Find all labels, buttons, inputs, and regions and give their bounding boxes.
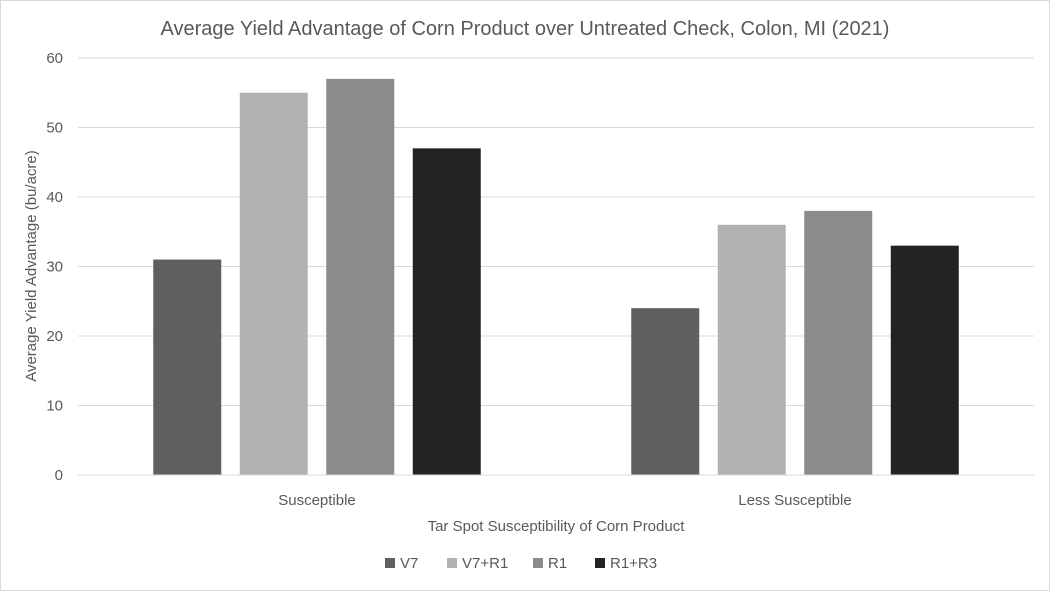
x-tick-label: Less Susceptible bbox=[738, 492, 851, 509]
bars bbox=[153, 78, 959, 475]
x-axis-title: Tar Spot Susceptibility of Corn Product bbox=[428, 518, 686, 535]
y-tick-label: 20 bbox=[46, 328, 63, 345]
legend-label: V7 bbox=[400, 555, 418, 572]
bar-r1-1 bbox=[804, 210, 873, 475]
bar-v7-0 bbox=[153, 259, 222, 475]
y-axis-title: Average Yield Advantage (bu/acre) bbox=[23, 150, 40, 382]
bar-r1-r3-1 bbox=[890, 245, 959, 475]
y-tick-label: 10 bbox=[46, 398, 63, 415]
chart-title: Average Yield Advantage of Corn Product … bbox=[161, 18, 890, 40]
bar-v7-r1-0 bbox=[239, 92, 308, 475]
y-tick-label: 60 bbox=[46, 50, 63, 67]
legend-label: V7+R1 bbox=[462, 555, 508, 572]
y-tick-label: 0 bbox=[55, 467, 63, 484]
x-tick-label: Susceptible bbox=[278, 492, 356, 509]
bar-r1-r3-0 bbox=[412, 148, 481, 475]
bar-v7-r1-1 bbox=[717, 224, 786, 475]
y-tick-label: 40 bbox=[46, 189, 63, 206]
x-axis-ticks: Susceptible Less Susceptible bbox=[78, 474, 1034, 509]
legend-swatch bbox=[595, 558, 605, 568]
legend-swatch bbox=[447, 558, 457, 568]
gridlines bbox=[78, 57, 1034, 476]
y-tick-label: 30 bbox=[46, 259, 63, 276]
legend: V7 V7+R1 R1 R1+R3 bbox=[385, 555, 657, 572]
legend-swatch bbox=[533, 558, 543, 568]
y-axis-ticks: 0 10 20 30 40 50 60 bbox=[46, 50, 63, 484]
legend-swatch bbox=[385, 558, 395, 568]
y-tick-label: 50 bbox=[46, 120, 63, 137]
legend-label: R1+R3 bbox=[610, 555, 657, 572]
legend-label: R1 bbox=[548, 555, 567, 572]
bar-v7-1 bbox=[631, 308, 700, 475]
bar-r1-0 bbox=[326, 78, 395, 475]
